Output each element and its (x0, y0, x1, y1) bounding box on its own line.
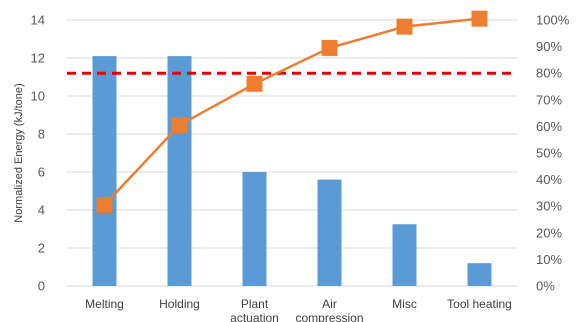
category-label: Tool heating (447, 297, 512, 311)
bar (317, 179, 342, 286)
cumulative-marker (246, 75, 263, 92)
left-tick-label: 8 (38, 127, 45, 142)
right-tick-label: 10% (536, 252, 562, 267)
bar (92, 56, 117, 286)
bar (167, 56, 192, 286)
left-tick-label: 12 (31, 51, 45, 66)
cumulative-marker (171, 117, 188, 134)
right-tick-label: 80% (536, 66, 562, 81)
bar (242, 172, 267, 286)
left-tick-label: 2 (38, 241, 45, 256)
category-label: Holding (159, 297, 200, 311)
left-tick-label: 0 (38, 279, 45, 294)
left-axis-ticks: 0 2 4 6 8 10 12 14 (31, 13, 45, 294)
bar (467, 263, 492, 286)
left-tick-label: 14 (31, 13, 45, 28)
category-label: compression (295, 311, 363, 322)
left-tick-label: 10 (31, 89, 45, 104)
right-tick-label: 0% (536, 279, 555, 294)
category-label: Plant (241, 297, 269, 311)
cumulative-marker (321, 39, 338, 56)
right-tick-label: 50% (536, 146, 562, 161)
cumulative-marker (96, 196, 113, 213)
right-tick-label: 40% (536, 172, 562, 187)
cumulative-line (103, 17, 480, 206)
cumulative-markers (96, 10, 488, 213)
gridlines (67, 19, 517, 287)
cumulative-line-series (103, 17, 480, 206)
bar-series (92, 56, 492, 286)
right-tick-label: 60% (536, 119, 562, 134)
right-tick-label: 100% (536, 13, 570, 28)
right-axis-ticks: 0% 10% 20% 30% 40% 50% 60% 70% 80% 90% 100% (536, 13, 570, 294)
category-label: Misc (392, 297, 417, 311)
category-label: Melting (85, 297, 124, 311)
right-tick-label: 70% (536, 92, 562, 107)
left-tick-label: 6 (38, 165, 45, 180)
bar (392, 224, 417, 286)
cumulative-marker (396, 18, 413, 35)
category-label: Air (322, 297, 337, 311)
y-axis-title: Normalized Energy (kJ/tone) (13, 83, 25, 222)
cumulative-marker (471, 10, 488, 27)
right-tick-label: 90% (536, 39, 562, 54)
right-tick-label: 20% (536, 225, 562, 240)
category-label: actuation (230, 311, 279, 322)
right-tick-label: 30% (536, 199, 562, 214)
left-tick-label: 4 (38, 203, 45, 218)
